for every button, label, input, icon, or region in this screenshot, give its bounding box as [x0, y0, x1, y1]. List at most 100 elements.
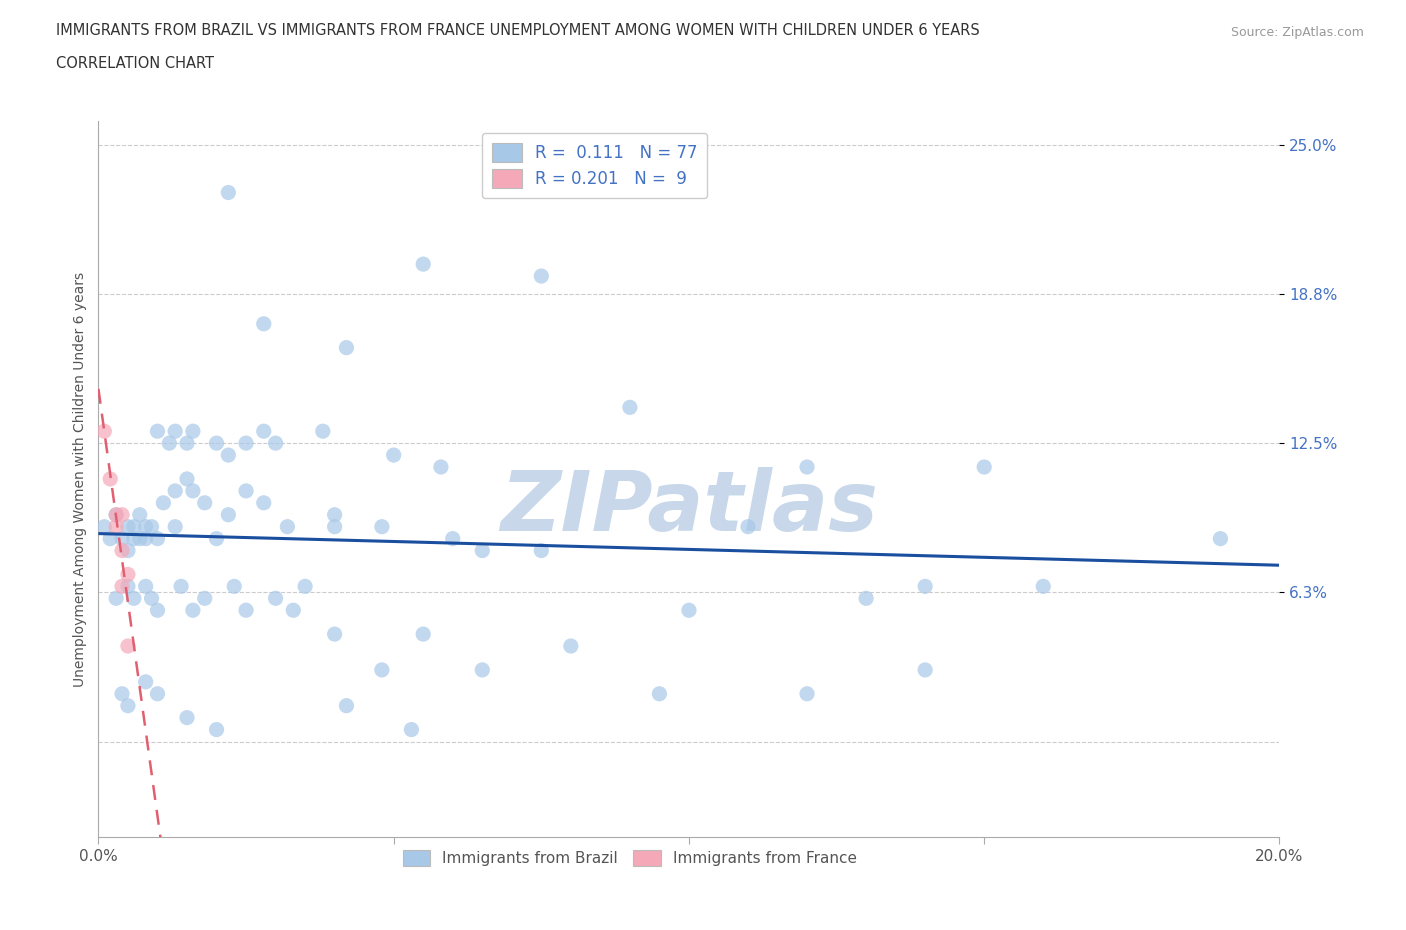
Point [165, 484, 187, 498]
Point [141, 519, 163, 534]
Point [157, 435, 180, 451]
Point [796, 459, 818, 474]
Point [146, 531, 169, 546]
Point [678, 603, 700, 618]
Point [217, 185, 239, 200]
Point [371, 662, 394, 677]
Point [146, 603, 169, 618]
Point [146, 686, 169, 701]
Point [253, 496, 276, 511]
Point [146, 424, 169, 439]
Point [122, 531, 145, 546]
Point [105, 508, 128, 523]
Point [530, 269, 553, 284]
Point [93, 519, 115, 534]
Point [128, 531, 150, 546]
Point [205, 435, 228, 451]
Point [235, 603, 257, 618]
Point [122, 519, 145, 534]
Point [264, 591, 287, 605]
Point [105, 591, 128, 605]
Point [323, 508, 346, 523]
Point [430, 459, 453, 474]
Point [530, 543, 553, 558]
Point [323, 519, 346, 534]
Point [181, 603, 204, 618]
Point [128, 508, 150, 523]
Point [98, 531, 121, 546]
Point [283, 603, 305, 618]
Point [105, 508, 128, 523]
Point [176, 472, 198, 486]
Point [205, 531, 228, 546]
Point [135, 674, 157, 689]
Point [117, 543, 139, 558]
Point [217, 508, 239, 523]
Point [181, 424, 204, 439]
Point [117, 698, 139, 713]
Point [117, 567, 139, 582]
Point [205, 722, 228, 737]
Point [1032, 578, 1054, 594]
Point [560, 639, 582, 654]
Point [117, 639, 139, 654]
Point [335, 340, 357, 355]
Point [176, 435, 198, 451]
Point [471, 543, 494, 558]
Point [217, 447, 239, 462]
Text: IMMIGRANTS FROM BRAZIL VS IMMIGRANTS FROM FRANCE UNEMPLOYMENT AMONG WOMEN WITH C: IMMIGRANTS FROM BRAZIL VS IMMIGRANTS FRO… [56, 23, 980, 38]
Point [111, 686, 134, 701]
Point [264, 435, 287, 451]
Point [122, 591, 145, 605]
Point [105, 519, 128, 534]
Point [235, 484, 257, 498]
Point [224, 578, 246, 594]
Point [412, 257, 434, 272]
Point [648, 686, 671, 701]
Point [312, 424, 335, 439]
Text: Source: ZipAtlas.com: Source: ZipAtlas.com [1230, 26, 1364, 39]
Point [152, 496, 174, 511]
Legend: Immigrants from Brazil, Immigrants from France: Immigrants from Brazil, Immigrants from … [396, 844, 863, 872]
Point [117, 519, 139, 534]
Point [111, 578, 134, 594]
Point [276, 519, 298, 534]
Point [855, 591, 877, 605]
Point [111, 508, 134, 523]
Point [181, 484, 204, 498]
Y-axis label: Unemployment Among Women with Children Under 6 years: Unemployment Among Women with Children U… [73, 272, 87, 686]
Point [412, 627, 434, 642]
Point [176, 711, 198, 725]
Point [619, 400, 641, 415]
Point [294, 578, 316, 594]
Point [111, 543, 134, 558]
Point [194, 591, 217, 605]
Point [117, 578, 139, 594]
Point [93, 424, 115, 439]
Point [111, 531, 134, 546]
Point [170, 578, 193, 594]
Point [235, 435, 257, 451]
Point [1209, 531, 1232, 546]
Point [194, 496, 217, 511]
Point [165, 424, 187, 439]
Text: CORRELATION CHART: CORRELATION CHART [56, 56, 214, 71]
Point [401, 722, 423, 737]
Point [135, 519, 157, 534]
Point [135, 578, 157, 594]
Point [382, 447, 405, 462]
Point [253, 316, 276, 331]
Point [98, 472, 121, 486]
Point [335, 698, 357, 713]
Point [737, 519, 759, 534]
Point [165, 519, 187, 534]
Text: ZIPatlas: ZIPatlas [501, 467, 877, 548]
Point [135, 531, 157, 546]
Point [914, 662, 936, 677]
Point [253, 424, 276, 439]
Point [973, 459, 995, 474]
Point [471, 662, 494, 677]
Point [441, 531, 464, 546]
Point [914, 578, 936, 594]
Point [796, 686, 818, 701]
